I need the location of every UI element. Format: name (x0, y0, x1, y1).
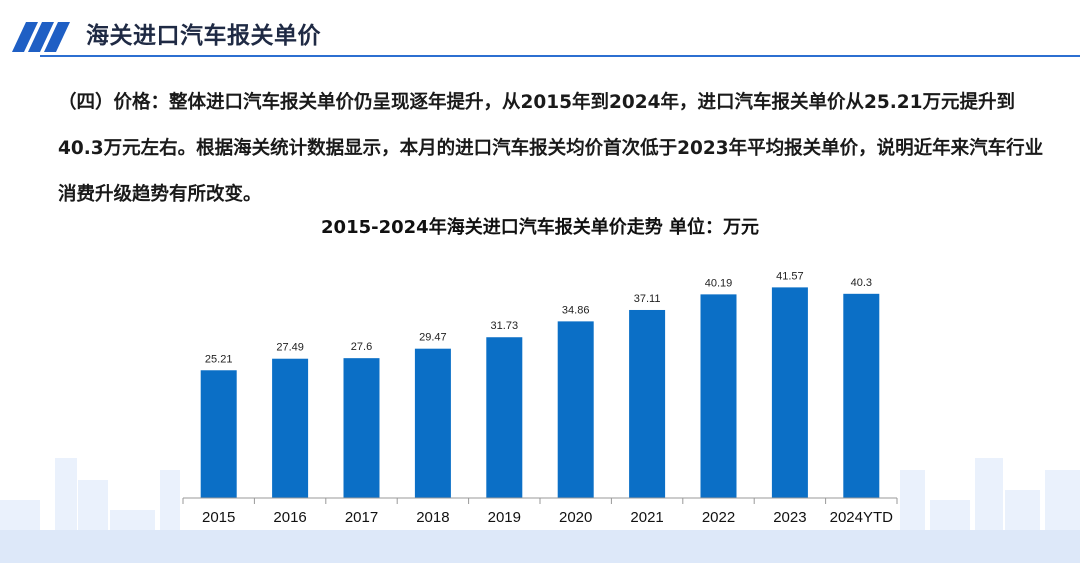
bars-group: 25.21 27.49 27.6 29.47 31.73 34.86 37.11 40.19 4… (200, 270, 880, 498)
bar-2016 (272, 358, 309, 498)
bar-2018 (414, 348, 451, 498)
tick-label-2023: 2023 (773, 509, 806, 526)
data-label-2018: 29.47 (419, 332, 447, 344)
page-title: 海关进口汽车报关单价 (86, 23, 321, 49)
data-label-2020: 34.86 (562, 304, 590, 316)
tick-label-2024YTD: 2024YTD (830, 509, 894, 526)
header: 海关进口汽车报关单价 (0, 0, 1080, 64)
chart-title: 2015-2024年海关进口汽车报关单价走势 单位：万元 (321, 217, 759, 238)
header-divider (40, 55, 1080, 57)
tick-label-2015: 2015 (202, 509, 235, 526)
bar-2024YTD (843, 293, 880, 498)
bar-2022 (700, 294, 737, 498)
tick-label-2017: 2017 (345, 509, 378, 526)
summary-paragraph: （四）价格：整体进口汽车报关单价仍呈现逐年提升，从2015年到2024年，进口汽… (58, 92, 1044, 205)
logo-stripes-icon (12, 22, 70, 52)
data-label-2024YTD: 40.3 (851, 277, 872, 289)
bar-2015 (200, 370, 237, 498)
tick-label-2016: 2016 (273, 509, 306, 526)
data-label-2021: 37.11 (634, 293, 661, 305)
tick-label-2019: 2019 (488, 509, 521, 526)
bar-2017 (343, 358, 380, 498)
tick-label-2021: 2021 (630, 509, 663, 526)
data-label-2017: 27.6 (351, 341, 372, 353)
data-label-2022: 40.19 (705, 277, 733, 289)
data-label-2019: 31.73 (491, 320, 519, 332)
bar-2020 (557, 321, 594, 498)
x-axis: 2015 2016 2017 2018 2019 2020 2021 2022 2023 2024… (182, 497, 898, 526)
tick-label-2022: 2022 (702, 509, 735, 526)
tick-label-2020: 2020 (559, 509, 592, 526)
bar-2021 (629, 309, 666, 498)
tick-label-2018: 2018 (416, 509, 449, 526)
bar-2019 (486, 337, 523, 498)
data-label-2015: 25.21 (205, 353, 233, 365)
data-label-2023: 41.57 (776, 270, 804, 282)
bar-2023 (771, 287, 808, 498)
data-label-2016: 27.49 (276, 342, 304, 354)
